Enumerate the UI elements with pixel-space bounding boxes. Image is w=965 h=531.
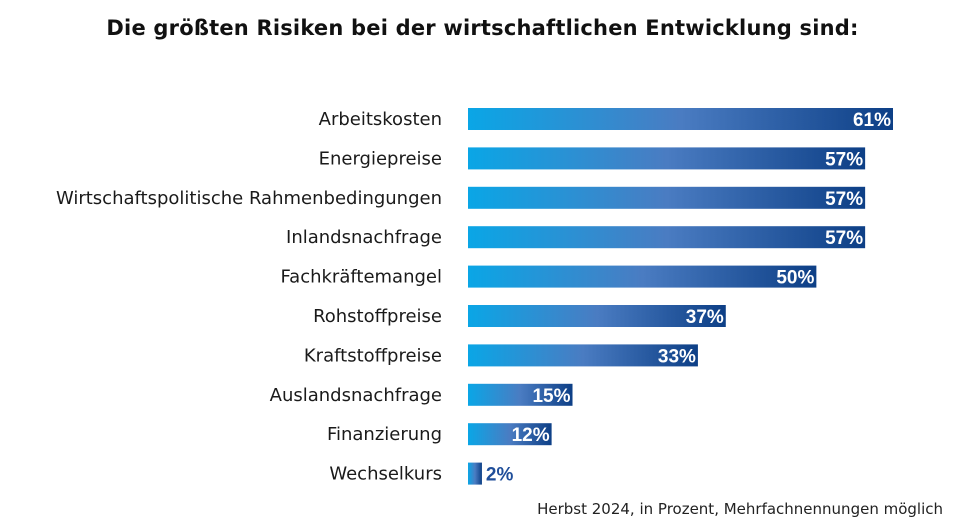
value-label: 50%	[776, 268, 814, 289]
value-label: 15%	[532, 386, 570, 407]
category-label: Energiepreise	[319, 148, 442, 169]
bar	[468, 147, 866, 170]
chart-title: Die größten Risiken bei der wirtschaftli…	[106, 16, 859, 40]
category-label: Auslandsnachfrage	[270, 385, 442, 406]
category-label: Kraftstoffpreise	[304, 345, 442, 366]
value-label: 57%	[825, 149, 863, 170]
value-label: 12%	[512, 425, 550, 446]
bar	[468, 462, 482, 485]
bar	[468, 108, 893, 130]
value-label: 2%	[486, 465, 514, 486]
category-label: Wechselkurs	[329, 464, 442, 485]
bar	[468, 383, 573, 406]
category-label: Wirtschaftspolitische Rahmenbedingungen	[56, 188, 442, 209]
value-label: 37%	[686, 307, 724, 328]
value-label: 57%	[825, 228, 863, 249]
bar	[468, 344, 698, 367]
bar	[468, 305, 726, 327]
bar	[468, 265, 817, 288]
category-label: Inlandsnachfrage	[286, 227, 442, 248]
category-label: Rohstoffpreise	[313, 306, 442, 327]
bar	[468, 423, 552, 446]
bar	[468, 226, 866, 249]
bar	[468, 186, 866, 209]
category-label: Arbeitskosten	[319, 109, 442, 130]
category-label: Fachkräftemangel	[280, 267, 442, 288]
chart-footnote: Herbst 2024, in Prozent, Mehrfachnennung…	[537, 500, 943, 518]
value-label: 57%	[825, 189, 863, 210]
value-label: 61%	[853, 110, 891, 131]
value-label: 33%	[658, 346, 696, 367]
category-label: Finanzierung	[327, 424, 442, 445]
bars-group: Arbeitskosten 61% Energiepreise 57% Wirtscha…	[56, 108, 893, 486]
